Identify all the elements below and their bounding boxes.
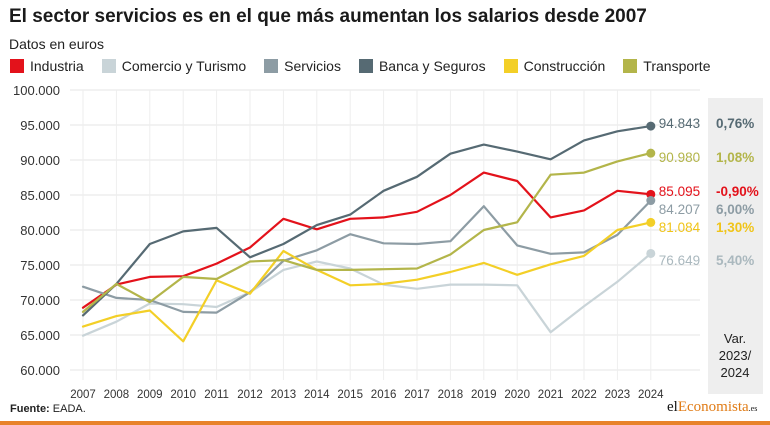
end-value-label: 85.095 [659,184,700,199]
y-tick-label: 80.000 [20,223,60,238]
x-tick-label: 2023 [605,389,631,401]
legend-label: Servicios [284,58,341,74]
chart-title: El sector servicios es en el que más aum… [9,6,647,27]
x-tick-label: 2007 [70,389,96,401]
legend-label: Transporte [643,58,711,74]
y-tick-label: 70.000 [20,293,60,308]
end-point-marker [646,148,656,158]
variation-column-bg [708,98,763,394]
publisher-logo: elEconomista.es [667,399,757,416]
source-text: EADA. [49,403,86,415]
end-point-marker [646,189,656,199]
variation-header: 2023/ [719,348,752,363]
y-tick-label: 60.000 [20,363,60,378]
end-point-marker [646,217,656,227]
legend-swatch [358,59,373,73]
series-line [81,124,652,317]
legend-item-comercio: Comercio y Turismo [101,58,247,74]
end-value-label: 84.207 [659,202,700,217]
legend-item-banca: Banca y Seguros [358,58,486,74]
legend-label: Banca y Seguros [378,58,486,74]
x-tick-label: 2019 [471,389,497,401]
legend-item-servicios: Servicios [264,58,341,74]
x-tick-label: 2017 [404,389,430,401]
legend-item-industria: Industria [10,58,84,74]
legend-swatch [623,59,638,73]
x-tick-label: 2013 [271,389,297,401]
chart-subtitle: Datos en euros [9,36,104,52]
end-value-label: 90.980 [659,150,700,165]
variation-label: 6,00% [716,202,754,217]
legend-item-transporte: Transporte [623,58,710,74]
variation-label: 5,40% [716,253,754,268]
series-line [81,221,652,343]
x-tick-label: 2021 [538,389,564,401]
end-value-label: 81.084 [659,220,701,235]
end-point-marker [646,121,656,131]
logo-part: .es [748,404,758,413]
series-line [81,152,652,313]
x-tick-label: 2012 [237,389,263,401]
logo-part: el [667,399,678,415]
variation-label: 1,08% [716,150,754,165]
bottom-accent-bar [0,421,770,425]
x-tick-label: 2014 [304,389,330,401]
legend-item-construccion: Construcción [503,58,606,74]
end-value-label: 94.843 [659,116,700,131]
x-tick-label: 2016 [371,389,397,401]
x-tick-label: 2020 [504,389,530,401]
series-line [81,252,652,337]
legend-label: Industria [30,58,84,74]
x-tick-label: 2010 [170,389,196,401]
y-tick-label: 65.000 [20,328,60,343]
x-tick-label: 2008 [104,389,130,401]
end-value-label: 76.649 [659,253,700,268]
series-line [81,171,652,309]
legend-label: Construcción [523,58,606,74]
variation-label: 0,76% [716,116,754,131]
variation-label: -0,90% [716,184,759,199]
legend-swatch [101,59,116,73]
y-tick-label: 85.000 [20,188,60,203]
end-point-marker [646,196,656,206]
x-tick-label: 2009 [137,389,163,401]
variation-header: 2024 [721,365,750,380]
legend: Industria Comercio y Turismo Servicios B… [10,58,728,74]
legend-swatch [264,59,279,73]
legend-swatch [10,59,24,73]
legend-swatch [503,59,518,73]
x-tick-label: 2015 [337,389,363,401]
y-tick-label: 95.000 [20,118,60,133]
source-note: Fuente: EADA. [10,403,86,415]
variation-header: Var. [724,331,746,346]
variation-label: 1,30% [716,220,754,235]
source-label: Fuente: [10,403,50,415]
y-tick-label: 75.000 [20,258,60,273]
x-tick-label: 2018 [438,389,464,401]
y-tick-label: 90.000 [20,153,60,168]
y-tick-label: 100.000 [13,83,60,98]
x-tick-label: 2011 [204,389,229,401]
legend-label: Comercio y Turismo [121,58,247,74]
x-tick-label: 2022 [571,389,597,401]
logo-part: Economista [677,399,749,415]
end-point-marker [646,248,656,258]
series-line [81,199,652,314]
x-tick-label: 2024 [638,389,664,401]
